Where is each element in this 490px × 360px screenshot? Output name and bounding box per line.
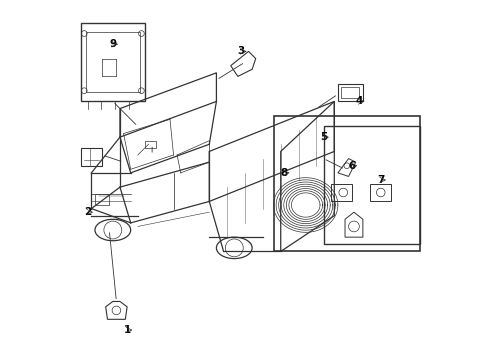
Bar xyxy=(273,116,420,251)
Text: 8: 8 xyxy=(281,168,288,178)
Text: 3: 3 xyxy=(238,46,245,57)
Bar xyxy=(323,126,420,244)
Bar xyxy=(145,141,156,148)
Bar xyxy=(81,148,102,166)
Bar xyxy=(86,32,140,93)
Bar xyxy=(95,194,109,205)
Text: 6: 6 xyxy=(348,161,356,171)
Text: 9: 9 xyxy=(109,39,117,49)
Bar xyxy=(331,184,352,202)
Text: 4: 4 xyxy=(356,96,363,107)
Bar xyxy=(370,184,392,202)
Text: 7: 7 xyxy=(377,175,385,185)
Bar xyxy=(338,84,363,102)
Text: 2: 2 xyxy=(84,207,92,217)
Bar xyxy=(342,87,359,98)
Text: 5: 5 xyxy=(320,132,327,142)
Text: 1: 1 xyxy=(123,325,131,335)
